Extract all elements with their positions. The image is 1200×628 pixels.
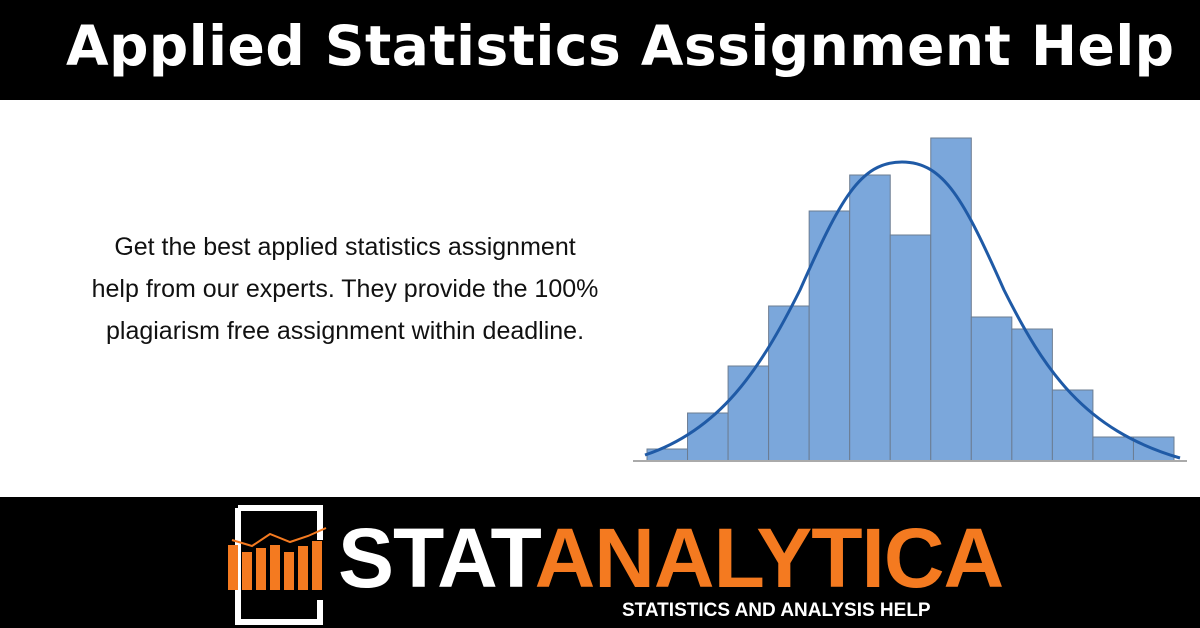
header-bar	[0, 0, 1200, 100]
bar	[1051, 389, 1094, 462]
description-line: plagiarism free assignment within deadli…	[105, 317, 585, 345]
description-line: Get the best applied statistics assignme…	[114, 233, 576, 261]
bar	[727, 365, 770, 462]
bar	[889, 234, 932, 462]
page-title: Applied Statistics Assignment Help	[66, 14, 1175, 78]
bar	[1011, 328, 1053, 462]
footer-bar	[0, 497, 1200, 628]
bar	[1092, 436, 1134, 462]
logo-icon	[228, 505, 327, 625]
logo-stat: STAT	[338, 511, 536, 605]
bar	[768, 305, 810, 462]
logo-analytica: ANALYTICA	[534, 511, 1005, 605]
bar	[970, 316, 1013, 462]
description-line: help from our experts. They provide the …	[91, 275, 599, 303]
bar	[849, 174, 891, 462]
tagline: STATISTICS AND ANALYSIS HELP	[622, 600, 931, 621]
description: Get the best applied statistics assignme…	[0, 226, 690, 352]
bar	[930, 137, 972, 462]
fit-curve	[644, 160, 1181, 460]
logo: STATANALYTICA	[338, 516, 1004, 600]
bar	[808, 210, 851, 462]
